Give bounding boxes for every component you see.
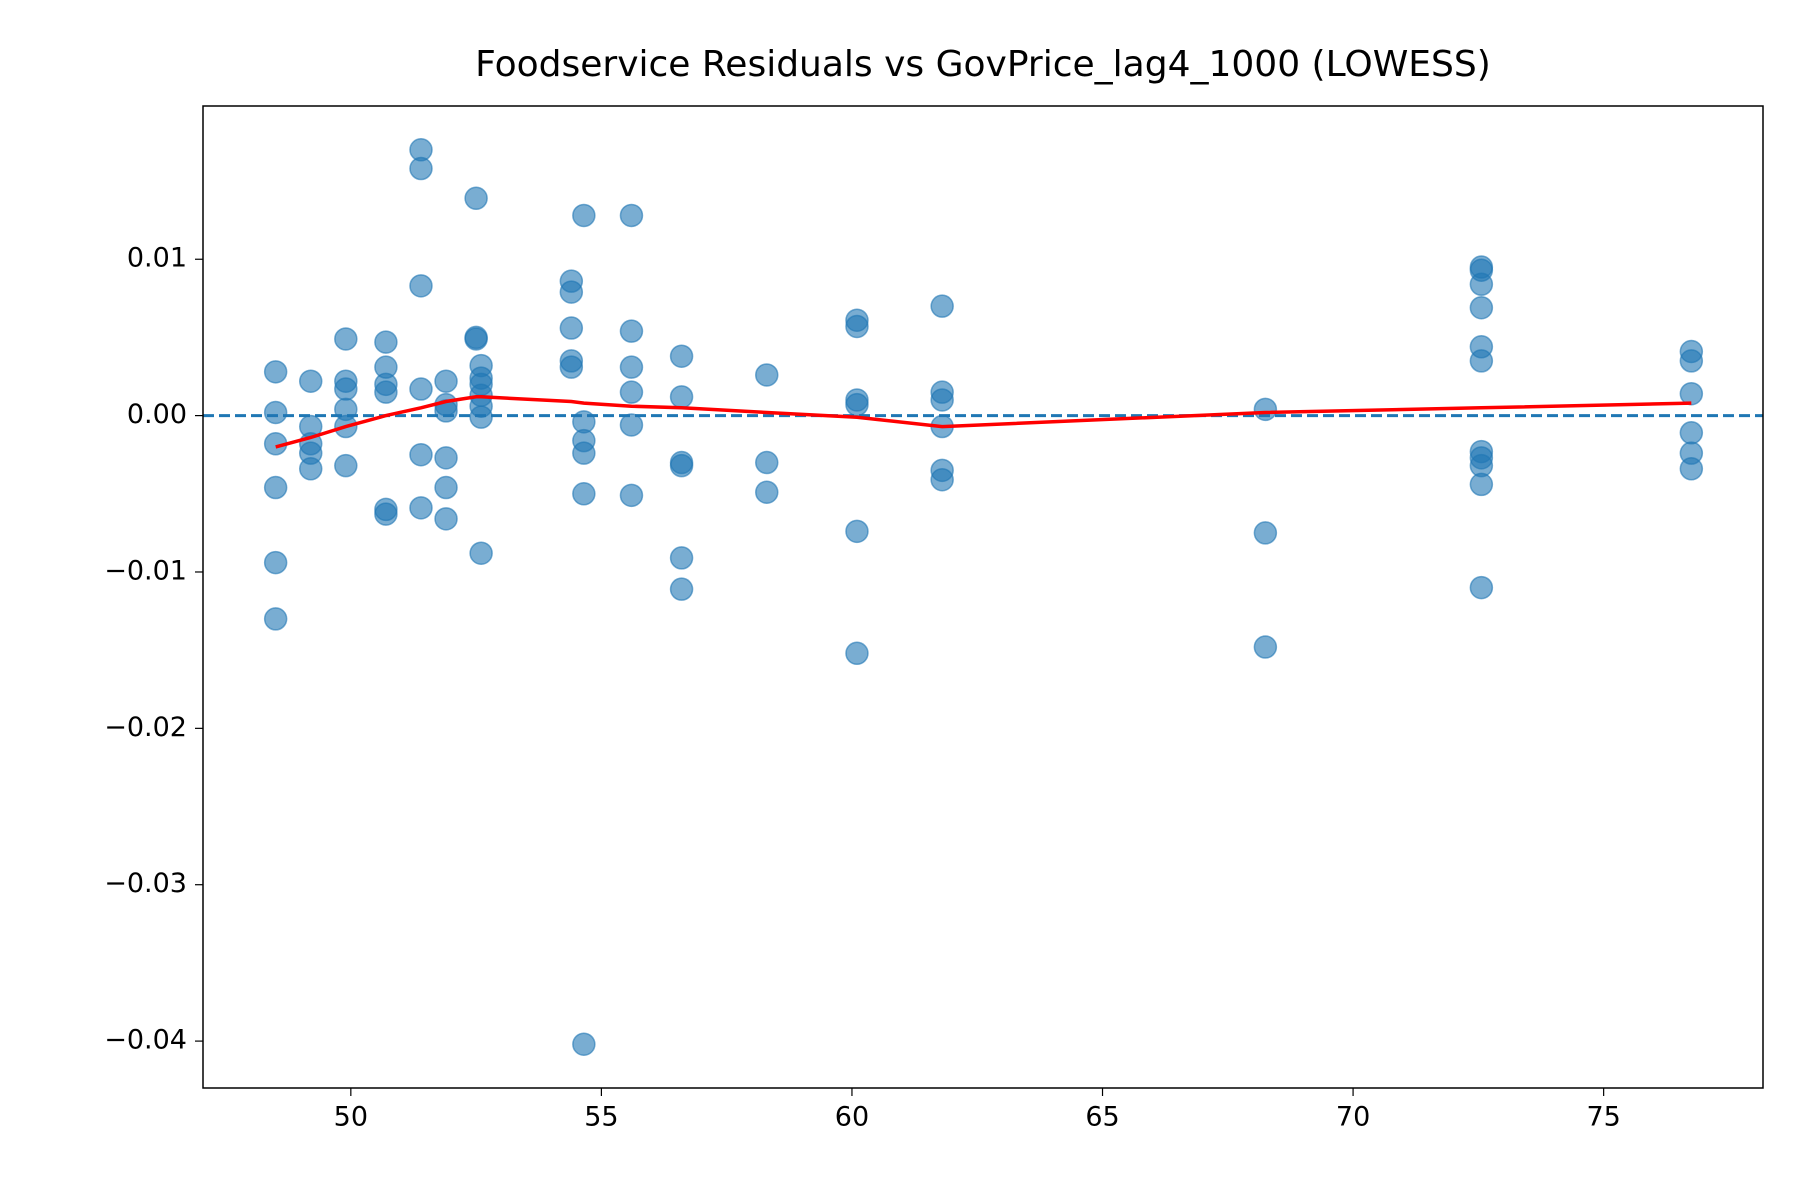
- point: [669, 577, 694, 601]
- point: [669, 546, 694, 570]
- point: [298, 369, 323, 393]
- point: [1253, 521, 1278, 545]
- point: [572, 203, 596, 228]
- x-tick-label: 70: [1336, 1102, 1370, 1133]
- point: [572, 482, 596, 506]
- point: [572, 1032, 596, 1056]
- x-tick-label: 50: [334, 1102, 368, 1133]
- y-tick-label: −0.01: [104, 555, 187, 586]
- point: [559, 316, 584, 340]
- point: [1679, 381, 1704, 406]
- point: [669, 344, 694, 368]
- point: [845, 519, 869, 544]
- point: [409, 496, 433, 520]
- plot-frame: [202, 105, 1764, 1089]
- point: [619, 483, 644, 508]
- point: [374, 380, 398, 404]
- point: [619, 413, 644, 437]
- point: [434, 446, 458, 470]
- point: [619, 203, 644, 228]
- point: [669, 385, 694, 409]
- point: [263, 550, 288, 575]
- point: [930, 467, 954, 492]
- point: [619, 319, 644, 343]
- point: [434, 369, 458, 393]
- point: [334, 327, 358, 351]
- point: [845, 392, 869, 417]
- point: [374, 330, 398, 354]
- point: [619, 355, 644, 379]
- y-tick-label: 0.00: [127, 399, 187, 430]
- point: [334, 377, 358, 401]
- point: [755, 363, 779, 387]
- point: [930, 388, 954, 412]
- point: [845, 314, 869, 339]
- y-tick-label: −0.02: [104, 712, 187, 743]
- point: [619, 380, 644, 404]
- point: [469, 405, 493, 429]
- point: [409, 156, 433, 181]
- lowess-line: [275, 395, 1692, 449]
- point: [559, 280, 584, 304]
- point: [434, 507, 458, 531]
- y-tick-label: −0.03: [104, 868, 187, 899]
- point: [263, 400, 288, 425]
- point: [669, 453, 694, 478]
- point: [469, 541, 493, 565]
- point: [334, 453, 358, 478]
- point: [755, 450, 779, 475]
- y-tick-label: −0.04: [104, 1025, 187, 1056]
- point: [1253, 397, 1278, 422]
- point: [1679, 457, 1704, 481]
- point: [1469, 272, 1494, 297]
- point: [1469, 349, 1494, 373]
- point: [298, 457, 323, 481]
- point: [374, 502, 398, 526]
- point: [572, 441, 596, 465]
- point: [559, 355, 584, 379]
- point: [434, 475, 458, 500]
- chart-title: Foodservice Residuals vs GovPrice_lag4_1…: [475, 44, 1491, 85]
- x-tick-label: 75: [1586, 1102, 1620, 1133]
- x-tick-label: 60: [835, 1102, 869, 1133]
- y-tick-label: 0.01: [127, 243, 187, 274]
- point: [1469, 295, 1494, 320]
- point: [409, 442, 433, 467]
- point: [755, 480, 779, 504]
- point: [409, 274, 433, 298]
- point: [845, 641, 869, 666]
- point: [263, 360, 288, 384]
- x-tick-label: 55: [584, 1102, 618, 1133]
- point: [1679, 349, 1704, 373]
- point: [1469, 575, 1494, 600]
- point: [464, 186, 488, 211]
- point: [930, 294, 954, 318]
- x-tick-label: 65: [1085, 1102, 1119, 1133]
- point: [409, 377, 433, 401]
- point: [464, 327, 488, 351]
- point: [1253, 635, 1278, 659]
- point: [263, 607, 288, 631]
- point: [1469, 472, 1494, 497]
- point: [263, 475, 288, 500]
- point: [1679, 421, 1704, 445]
